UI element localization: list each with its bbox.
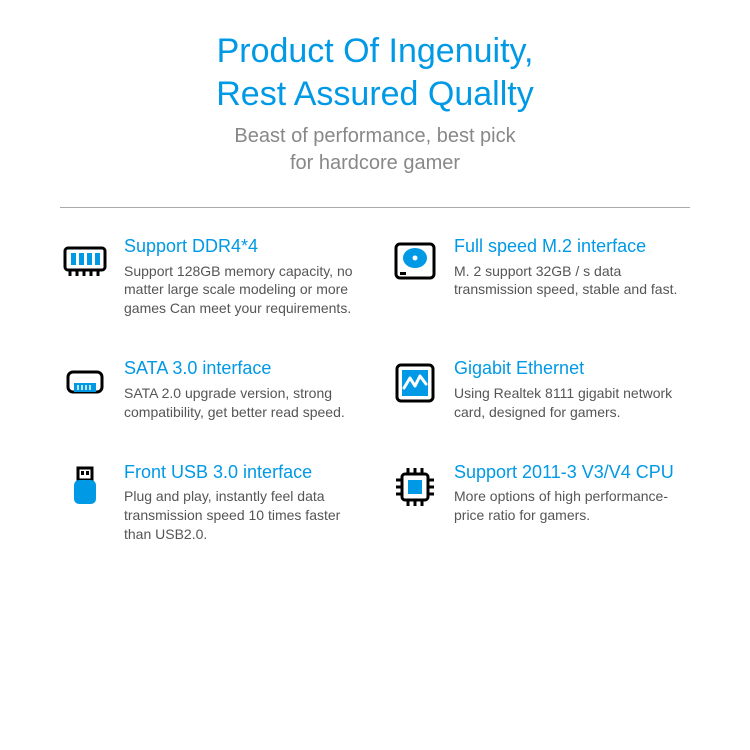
feature-title: Front USB 3.0 interface — [124, 462, 360, 484]
page-title: Product Of Ingenuity, Rest Assured Quall… — [60, 30, 690, 115]
header: Product Of Ingenuity, Rest Assured Quall… — [60, 30, 690, 177]
feature-title: Support 2011-3 V3/V4 CPU — [454, 462, 690, 484]
hdd-icon — [390, 236, 440, 286]
feature-desc: M. 2 support 32GB / s data transmission … — [454, 262, 690, 300]
divider — [60, 207, 690, 208]
feature-title: Full speed M.2 interface — [454, 236, 690, 258]
feature-desc: More options of high performance-price r… — [454, 487, 690, 525]
usb-icon — [60, 462, 110, 512]
feature-title: SATA 3.0 interface — [124, 358, 360, 380]
feature-title: Gigabit Ethernet — [454, 358, 690, 380]
feature-sata: SATA 3.0 interface SATA 2.0 upgrade vers… — [60, 358, 360, 421]
sata-icon — [60, 358, 110, 408]
feature-text: Full speed M.2 interface M. 2 support 32… — [454, 236, 690, 299]
feature-text: SATA 3.0 interface SATA 2.0 upgrade vers… — [124, 358, 360, 421]
cpu-icon — [390, 462, 440, 512]
feature-desc: Plug and play, instantly feel data trans… — [124, 487, 360, 544]
title-line-1: Product Of Ingenuity, — [217, 32, 534, 70]
feature-usb: Front USB 3.0 interface Plug and play, i… — [60, 462, 360, 544]
feature-text: Support 2011-3 V3/V4 CPU More options of… — [454, 462, 690, 525]
feature-cpu: Support 2011-3 V3/V4 CPU More options of… — [390, 462, 690, 544]
feature-m2: Full speed M.2 interface M. 2 support 32… — [390, 236, 690, 318]
subtitle-line-2: for hardcore gamer — [290, 152, 460, 174]
feature-title: Support DDR4*4 — [124, 236, 360, 258]
ram-icon — [60, 236, 110, 286]
feature-ddr4: Support DDR4*4 Support 128GB memory capa… — [60, 236, 360, 318]
page-subtitle: Beast of performance, best pick for hard… — [60, 123, 690, 177]
feature-text: Front USB 3.0 interface Plug and play, i… — [124, 462, 360, 544]
feature-desc: SATA 2.0 upgrade version, strong compati… — [124, 384, 360, 422]
feature-text: Gigabit Ethernet Using Realtek 8111 giga… — [454, 358, 690, 421]
feature-desc: Support 128GB memory capacity, no matter… — [124, 262, 360, 319]
subtitle-line-1: Beast of performance, best pick — [234, 125, 515, 147]
feature-ethernet: Gigabit Ethernet Using Realtek 8111 giga… — [390, 358, 690, 421]
ethernet-icon — [390, 358, 440, 408]
feature-text: Support DDR4*4 Support 128GB memory capa… — [124, 236, 360, 318]
title-line-2: Rest Assured Quallty — [216, 75, 533, 113]
feature-grid: Support DDR4*4 Support 128GB memory capa… — [60, 236, 690, 544]
feature-desc: Using Realtek 8111 gigabit network card,… — [454, 384, 690, 422]
